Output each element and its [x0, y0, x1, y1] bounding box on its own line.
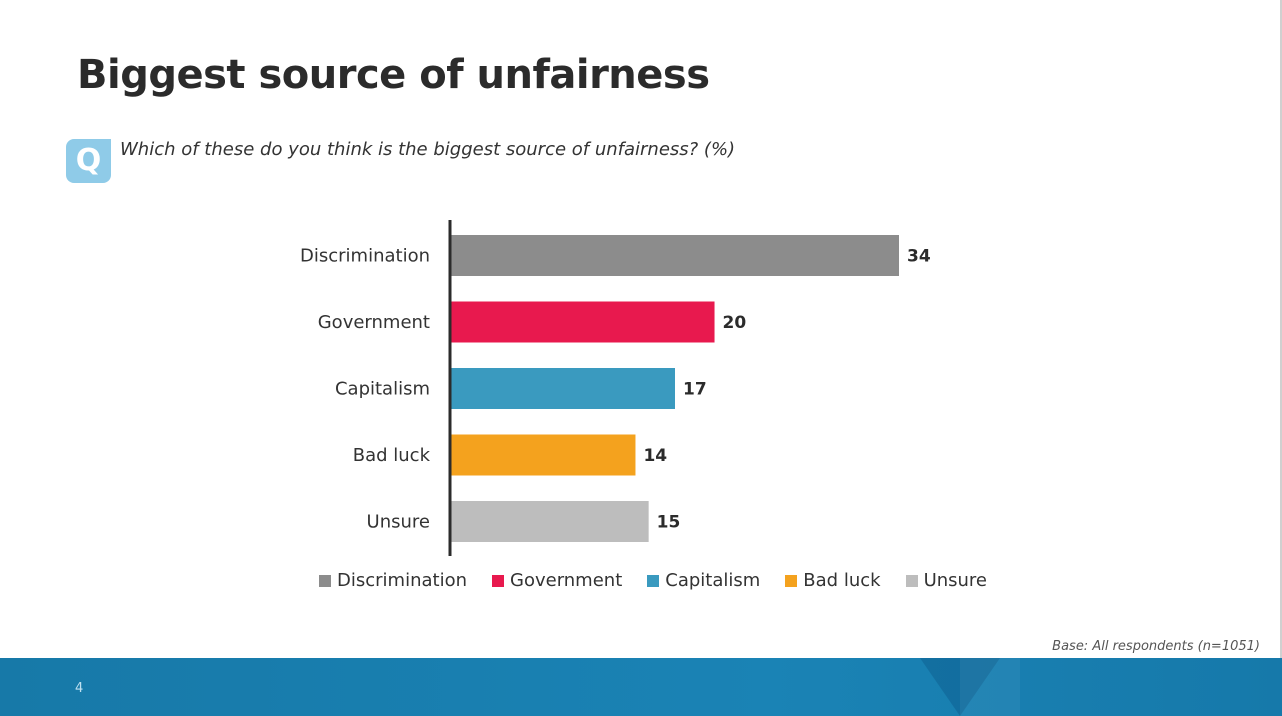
base-note: Base: All respondents (n=1051): [1052, 639, 1260, 654]
footer-decoration-panel: [960, 658, 1020, 716]
legend-item: Government: [492, 570, 622, 591]
category-label: Discrimination: [300, 246, 430, 267]
legend-item: Discrimination: [319, 570, 467, 591]
footer-bar: 4: [0, 658, 1282, 716]
bar-government: [451, 301, 715, 343]
legend-swatch: [785, 574, 798, 587]
chart-legend: Discrimination Government Capitalism Bad lu…: [319, 570, 987, 591]
legend-item: Capitalism: [647, 570, 760, 591]
question-icon: Q: [66, 139, 111, 183]
legend-label: Discrimination: [337, 570, 467, 591]
legend-swatch: [905, 574, 918, 587]
page-number: 4: [75, 681, 84, 696]
bar-unsure: [451, 501, 649, 542]
legend-label: Bad luck: [803, 570, 881, 591]
value-label: 15: [657, 513, 681, 533]
legend-label: Capitalism: [665, 570, 761, 591]
value-label: 17: [683, 380, 707, 400]
category-label: Government: [318, 312, 430, 333]
bar-capitalism: [451, 368, 675, 409]
footer-decoration: [920, 658, 1000, 716]
slide-title: Biggest source of unfairness: [77, 52, 710, 98]
question-icon-letter: Q: [75, 143, 102, 178]
legend-label: Unsure: [923, 570, 988, 591]
legend-swatch: [492, 574, 504, 587]
category-label: Bad luck: [353, 445, 431, 466]
value-label: 20: [723, 313, 747, 333]
category-label: Capitalism: [335, 379, 430, 400]
slide-right-edge: [1280, 0, 1282, 658]
value-label: 14: [643, 446, 667, 466]
value-label: 34: [907, 247, 931, 267]
bar-discrimination: [451, 235, 899, 276]
question-text: Which of these do you think is the bigge…: [120, 139, 736, 160]
legend-item: Bad luck: [785, 570, 881, 591]
legend-label: Government: [510, 570, 623, 591]
category-label: Unsure: [367, 512, 430, 533]
legend-swatch: [647, 574, 660, 587]
bar-bad-luck: [451, 434, 636, 476]
legend-item: Unsure: [905, 570, 988, 591]
legend-swatch: [319, 574, 331, 587]
